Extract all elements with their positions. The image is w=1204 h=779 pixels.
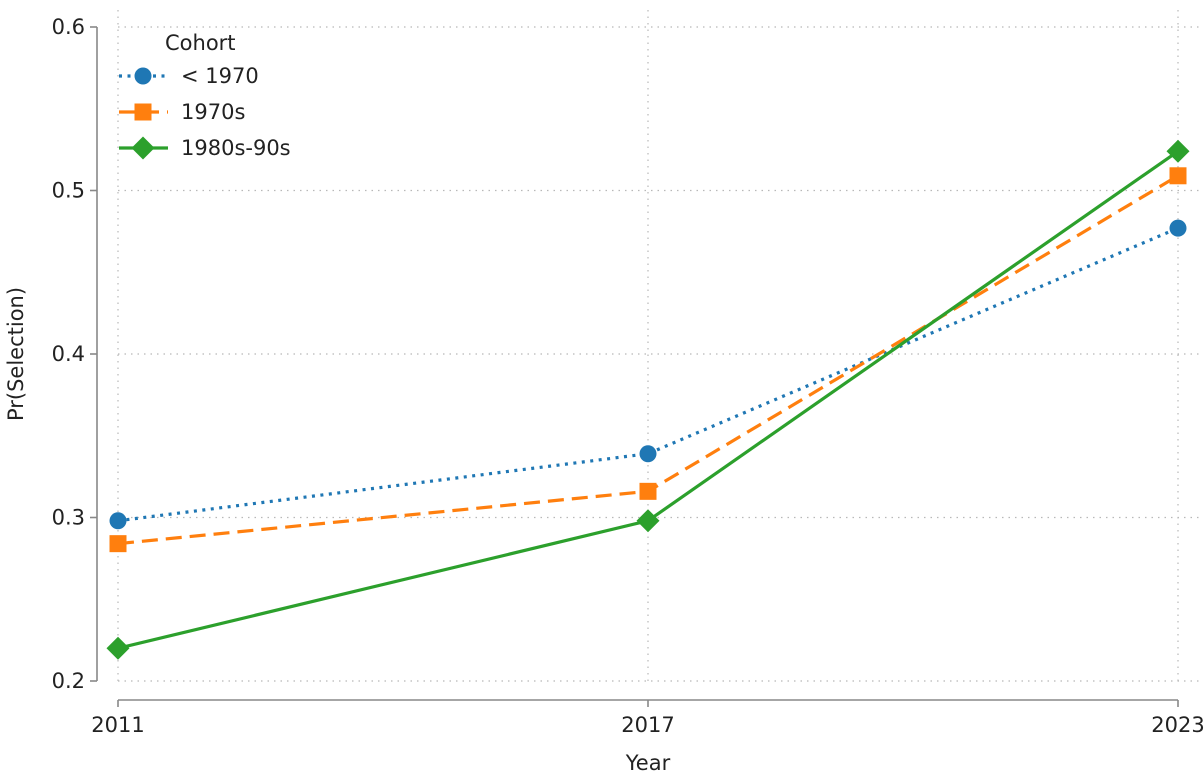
legend-label: 1970s — [181, 100, 245, 124]
y-tick-label: 0.6 — [52, 15, 85, 39]
axes — [90, 26, 1179, 707]
legend-label: < 1970 — [181, 64, 259, 88]
x-tick-label: 2023 — [1151, 713, 1204, 737]
legend-label: 1980s-90s — [181, 136, 291, 160]
data-point-series-1 — [1169, 219, 1187, 237]
y-tick-label: 0.4 — [52, 342, 85, 366]
x-tick-label: 2017 — [621, 713, 674, 737]
legend-swatch-marker — [131, 136, 155, 160]
legend-entry: 1970s — [119, 100, 245, 124]
y-tick-label: 0.2 — [52, 669, 85, 693]
grid — [117, 8, 1200, 682]
legend: Cohort < 1970 1970s 1980s-90s — [119, 31, 291, 160]
data-point-series-2 — [109, 535, 127, 553]
data-point-series-2 — [1169, 167, 1187, 185]
series-line-1 — [117, 226, 1179, 523]
y-tick-label: 0.3 — [52, 506, 85, 530]
y-axis-title: Pr(Selection) — [4, 287, 28, 421]
legend-swatch-marker — [134, 103, 152, 121]
legend-entry: < 1970 — [119, 64, 259, 88]
data-point-series-3 — [1166, 139, 1190, 163]
data-point-series-3 — [106, 636, 130, 660]
y-tick-label: 0.5 — [52, 179, 85, 203]
data-point-series-3 — [636, 509, 660, 533]
data-point-series-2 — [639, 482, 657, 500]
series-markers — [106, 139, 1190, 660]
legend-entry: 1980s-90s — [119, 136, 291, 160]
data-point-series-1 — [109, 512, 127, 530]
legend-title: Cohort — [165, 31, 236, 55]
legend-swatch-marker — [134, 67, 152, 85]
data-point-series-1 — [639, 445, 657, 463]
x-tick-label: 2011 — [91, 713, 144, 737]
x-axis-title: Year — [625, 751, 671, 775]
tick-labels: 0.2 0.3 0.4 0.5 0.6 2011 2017 2023 — [52, 15, 1204, 737]
